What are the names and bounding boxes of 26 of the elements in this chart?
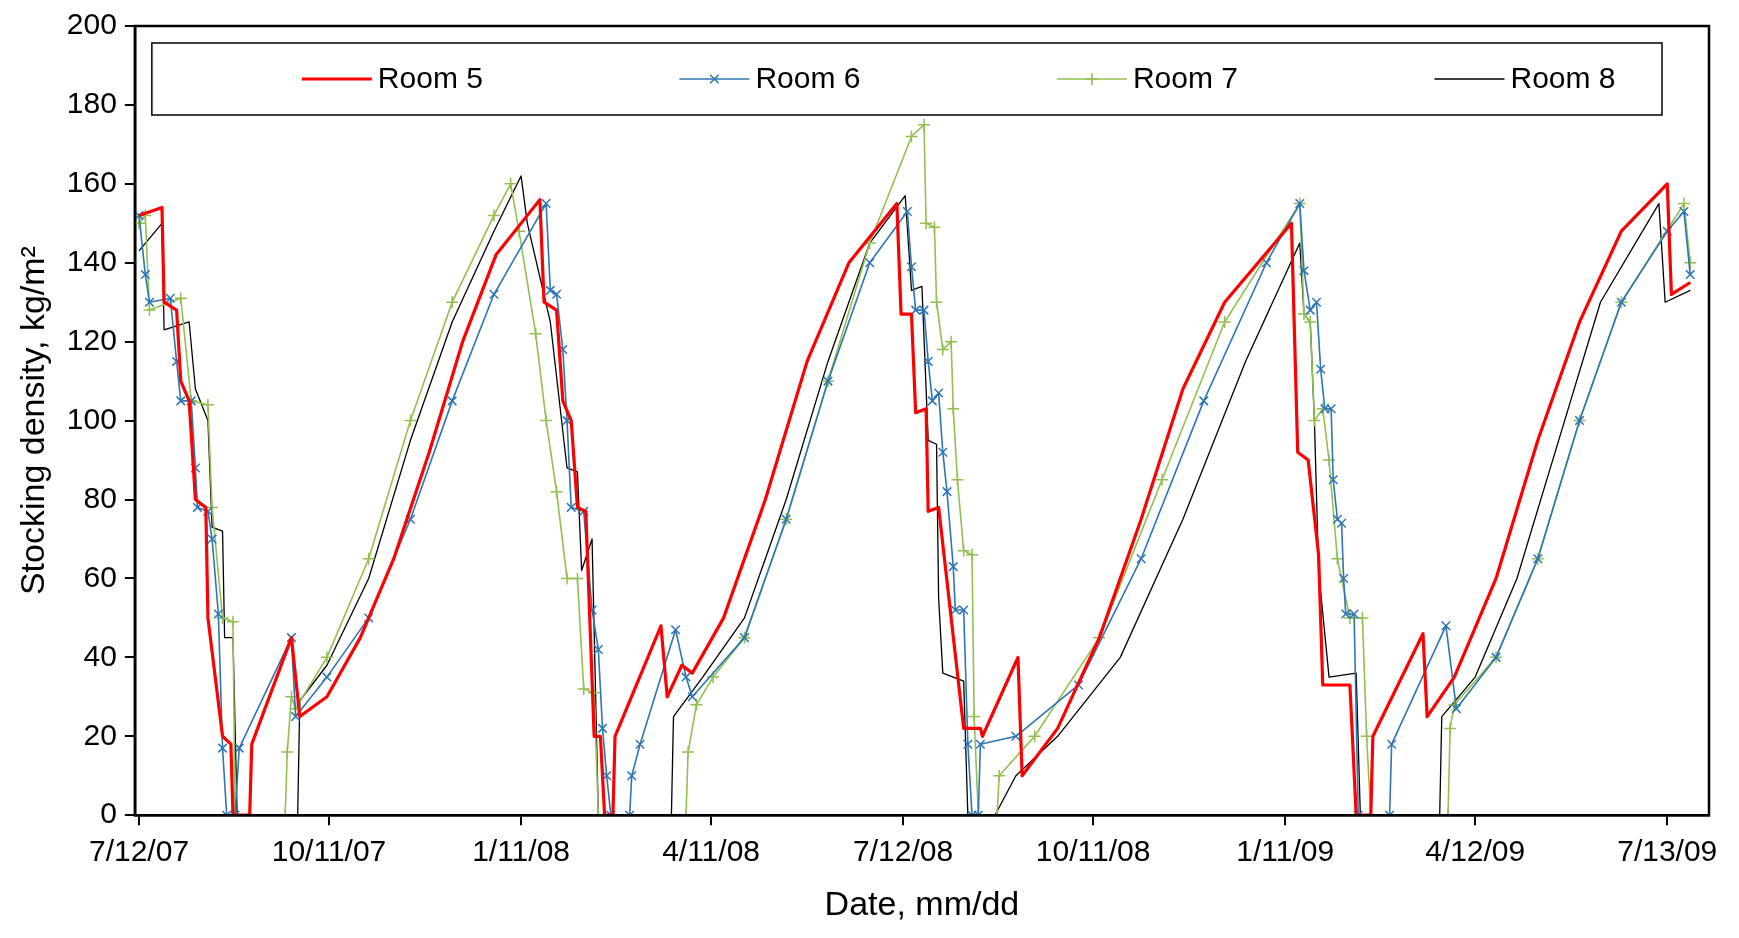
x-tick-label: 1/11/09 [1236, 834, 1335, 868]
y-tick-label: 140 [66, 244, 117, 278]
x-tick-label: 1/11/08 [472, 834, 571, 868]
y-tick-label: 0 [100, 796, 117, 830]
x-tick-label: 4/11/08 [662, 834, 760, 868]
y-tick-label: 200 [66, 7, 117, 41]
legend-label: Room 5 [377, 61, 483, 95]
legend-label: Room 8 [1510, 61, 1616, 95]
y-tick-label: 120 [66, 322, 117, 356]
x-tick-label: 10/11/08 [1035, 834, 1151, 868]
legend-label: Room 7 [1132, 61, 1238, 95]
x-axis-title: Date, mm/dd [824, 883, 1020, 922]
x-tick-label: 10/11/07 [271, 834, 387, 868]
y-tick-label: 20 [83, 717, 117, 751]
x-tick-label: 7/12/07 [88, 834, 190, 868]
x-tick-label: 7/13/09 [1617, 834, 1718, 868]
y-tick-label: 40 [83, 638, 117, 672]
y-tick-label: 80 [83, 480, 117, 514]
x-tick-label: 7/12/08 [853, 834, 954, 868]
legend-label: Room 6 [755, 61, 861, 95]
y-tick-label: 180 [66, 86, 117, 120]
y-tick-label: 60 [83, 559, 117, 593]
y-tick-label: 160 [66, 165, 117, 199]
x-tick-label: 4/12/09 [1425, 834, 1526, 868]
y-axis-title: Stocking density, kg/m² [12, 246, 51, 596]
y-tick-label: 100 [66, 401, 117, 435]
